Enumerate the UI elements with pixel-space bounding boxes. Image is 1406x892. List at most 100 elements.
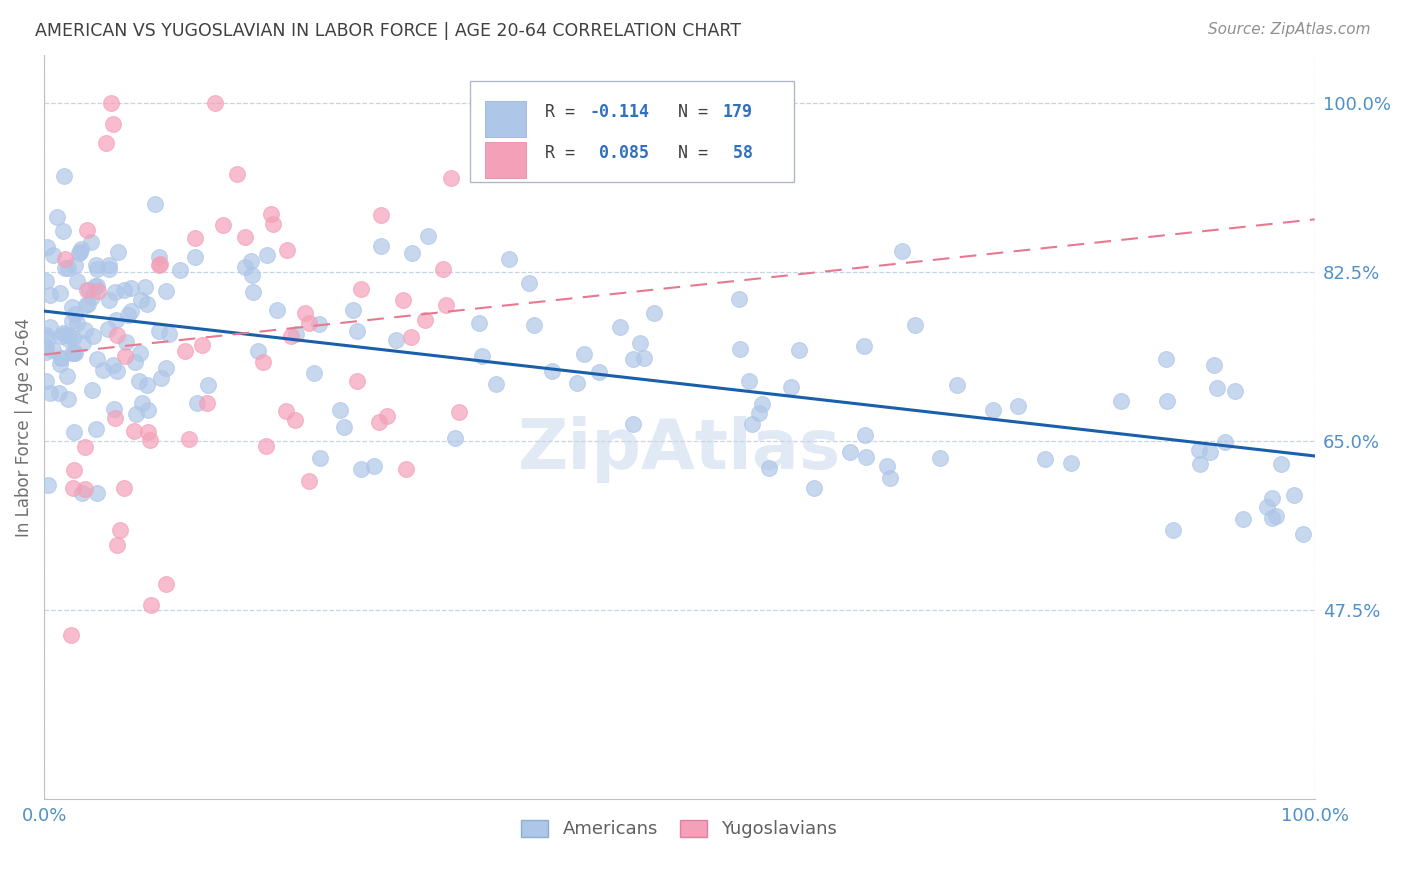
Yugoslavians — [212, 218, 235, 232]
Americans — [853, 428, 876, 442]
Americans — [62, 346, 84, 360]
Americans — [1204, 358, 1226, 372]
Americans — [35, 328, 58, 343]
Americans — [727, 292, 749, 306]
Yugoslavians — [346, 374, 368, 388]
Americans — [1205, 381, 1227, 395]
Y-axis label: In Labor Force | Age 20-64: In Labor Force | Age 20-64 — [15, 318, 32, 537]
Americans — [58, 261, 80, 276]
Americans — [60, 300, 83, 314]
Americans — [72, 335, 94, 350]
Americans — [1187, 443, 1209, 458]
Americans — [1060, 456, 1083, 470]
Americans — [728, 342, 751, 356]
Americans — [621, 351, 644, 366]
Americans — [853, 339, 876, 353]
Text: ZipAtlas: ZipAtlas — [517, 416, 841, 483]
Americans — [304, 366, 326, 380]
Americans — [741, 417, 763, 431]
Americans — [169, 262, 191, 277]
Yugoslavians — [440, 170, 463, 185]
Yugoslavians — [139, 434, 162, 448]
Americans — [149, 371, 172, 385]
Americans — [751, 397, 773, 411]
Legend: Americans, Yugoslavians: Americans, Yugoslavians — [515, 813, 845, 846]
Americans — [197, 377, 219, 392]
Americans — [787, 343, 810, 358]
Americans — [1156, 393, 1178, 408]
Americans — [66, 274, 89, 288]
Yugoslavians — [107, 327, 129, 342]
Yugoslavians — [294, 306, 316, 320]
Yugoslavians — [276, 243, 298, 257]
Americans — [839, 445, 862, 459]
Americans — [350, 462, 373, 476]
Americans — [37, 331, 59, 345]
Americans — [131, 396, 153, 410]
Americans — [541, 363, 564, 377]
Americans — [75, 298, 97, 312]
Americans — [136, 402, 159, 417]
Americans — [129, 293, 152, 308]
Text: AMERICAN VS YUGOSLAVIAN IN LABOR FORCE | AGE 20-64 CORRELATION CHART: AMERICAN VS YUGOSLAVIAN IN LABOR FORCE |… — [35, 22, 741, 40]
Yugoslavians — [254, 439, 277, 453]
Americans — [643, 306, 665, 320]
Americans — [186, 395, 208, 409]
Yugoslavians — [350, 281, 373, 295]
Americans — [904, 318, 927, 332]
Yugoslavians — [101, 117, 124, 131]
Americans — [1261, 491, 1284, 505]
Americans — [39, 386, 62, 401]
Americans — [155, 284, 177, 298]
Americans — [84, 422, 107, 436]
Americans — [63, 346, 86, 360]
Americans — [51, 351, 73, 365]
Yugoslavians — [252, 355, 274, 369]
Americans — [135, 297, 157, 311]
Yugoslavians — [370, 208, 392, 222]
Americans — [103, 358, 125, 372]
Americans — [240, 254, 263, 268]
Americans — [444, 432, 467, 446]
Americans — [247, 344, 270, 359]
Yugoslavians — [100, 96, 122, 111]
Americans — [103, 401, 125, 416]
Yugoslavians — [434, 298, 457, 312]
Americans — [97, 293, 120, 307]
Americans — [780, 380, 803, 394]
Americans — [572, 347, 595, 361]
Americans — [56, 392, 79, 406]
Yugoslavians — [139, 598, 162, 612]
Americans — [105, 364, 128, 378]
Americans — [80, 290, 103, 304]
Yugoslavians — [76, 223, 98, 237]
Americans — [401, 245, 423, 260]
Americans — [69, 245, 91, 260]
Americans — [86, 485, 108, 500]
Americans — [1198, 445, 1220, 459]
Yugoslavians — [195, 396, 218, 410]
Americans — [803, 481, 825, 495]
Yugoslavians — [259, 207, 281, 221]
Yugoslavians — [114, 349, 136, 363]
Americans — [1260, 511, 1282, 525]
Americans — [609, 319, 631, 334]
Americans — [65, 258, 87, 272]
Americans — [1161, 524, 1184, 538]
Americans — [66, 316, 89, 330]
Americans — [97, 321, 120, 335]
Yugoslavians — [107, 539, 129, 553]
Americans — [565, 376, 588, 391]
Americans — [48, 286, 70, 301]
Americans — [63, 425, 86, 440]
Americans — [633, 351, 655, 366]
Americans — [134, 280, 156, 294]
Americans — [86, 351, 108, 366]
Americans — [333, 419, 356, 434]
Americans — [49, 329, 72, 343]
Americans — [1156, 351, 1178, 366]
Yugoslavians — [284, 413, 307, 427]
Yugoslavians — [53, 252, 76, 266]
Americans — [112, 283, 135, 297]
Americans — [266, 302, 288, 317]
